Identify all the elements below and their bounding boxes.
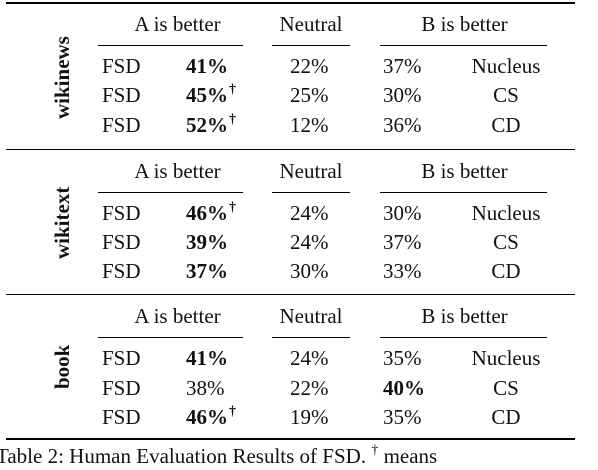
dagger-mark: † [229,404,236,419]
cell-neutral: 25% [290,83,329,107]
caption-suffix: means [383,444,438,468]
cell-b-better: 30% [383,201,422,225]
cell-model-a: FSD [102,230,141,254]
group-separator-rule [6,149,575,150]
cell-a-better: 52%† [186,112,250,138]
cmidrule-b [380,192,547,193]
cell-model-a: FSD [102,201,141,225]
cmidrule-a [98,337,243,338]
cell-model-a: FSD [102,259,141,283]
cell-a-value: 45% [186,83,228,107]
cell-a-value: 39% [186,230,228,254]
cell-model-b: CD [491,259,521,283]
table-caption: Table 2: Human Evaluation Results of FSD… [0,444,437,469]
cell-a-better: 41% [186,54,250,78]
cell-neutral: 12% [290,113,329,137]
cell-model-a: FSD [102,405,141,429]
cell-model-b: Nucleus [471,346,541,370]
cmidrule-neutral [272,192,350,193]
cell-b-better: 37% [383,230,422,254]
cell-a-better: 46%† [186,404,250,430]
cell-model-b: CD [491,405,521,429]
cell-b-better: 33% [383,259,422,283]
caption-prefix: Table 2: Human Evaluation Results of FSD… [0,444,367,468]
header-neutral: Neutral [279,12,343,36]
header-a-is-better: A is better [134,12,221,36]
cmidrule-a [98,45,243,46]
cell-model-b: CS [493,83,519,107]
cell-a-better: 46%† [186,200,250,226]
cell-neutral: 19% [290,405,329,429]
cell-a-better: 38% [186,376,250,400]
cell-a-value: 38% [186,376,225,400]
cell-b-better: 35% [383,346,422,370]
table-top-rule [6,2,575,4]
cell-model-a: FSD [102,376,141,400]
cell-neutral: 22% [290,54,329,78]
cell-a-better: 37% [186,259,250,283]
cell-model-b: CS [493,376,519,400]
cell-neutral: 30% [290,259,329,283]
cell-neutral: 24% [290,201,329,225]
caption-dagger: † [371,443,379,458]
cell-model-b: Nucleus [471,201,541,225]
cell-model-b: Nucleus [471,54,541,78]
cell-model-b: CD [491,113,521,137]
cell-a-value: 46% [186,201,228,225]
cell-a-better: 41% [186,346,250,370]
cell-b-better: 36% [383,113,422,137]
cell-model-a: FSD [102,54,141,78]
header-neutral: Neutral [279,159,343,183]
dagger-mark: † [229,112,236,127]
dataset-label: wikinews [50,35,74,119]
cell-a-value: 46% [186,405,228,429]
cell-a-better: 39% [186,230,250,254]
cell-a-value: 52% [186,113,228,137]
cell-neutral: 22% [290,376,329,400]
dagger-mark: † [229,200,236,215]
header-a-is-better: A is better [134,304,221,328]
group-separator-rule [6,294,575,295]
cmidrule-neutral [272,337,350,338]
cell-neutral: 24% [290,346,329,370]
dataset-label: wikitext [50,186,74,259]
cell-a-better: 45%† [186,82,250,108]
cell-model-a: FSD [102,346,141,370]
cell-model-b: CS [493,230,519,254]
cell-model-a: FSD [102,83,141,107]
cmidrule-b [380,337,547,338]
cell-model-a: FSD [102,113,141,137]
header-b-is-better: B is better [421,12,508,36]
dagger-mark: † [229,82,236,97]
cell-b-better: 30% [383,83,422,107]
dataset-label: book [50,344,74,389]
cell-b-better: 40% [383,376,425,400]
header-neutral: Neutral [279,304,343,328]
cmidrule-a [98,192,243,193]
header-a-is-better: A is better [134,159,221,183]
cell-neutral: 24% [290,230,329,254]
cmidrule-b [380,45,547,46]
cell-a-value: 41% [186,346,228,370]
cell-b-better: 37% [383,54,422,78]
header-b-is-better: B is better [421,304,508,328]
cell-a-value: 37% [186,259,228,283]
cell-b-better: 35% [383,405,422,429]
cmidrule-neutral [272,45,350,46]
table-bottom-rule [6,438,575,440]
cell-a-value: 41% [186,54,228,78]
header-b-is-better: B is better [421,159,508,183]
